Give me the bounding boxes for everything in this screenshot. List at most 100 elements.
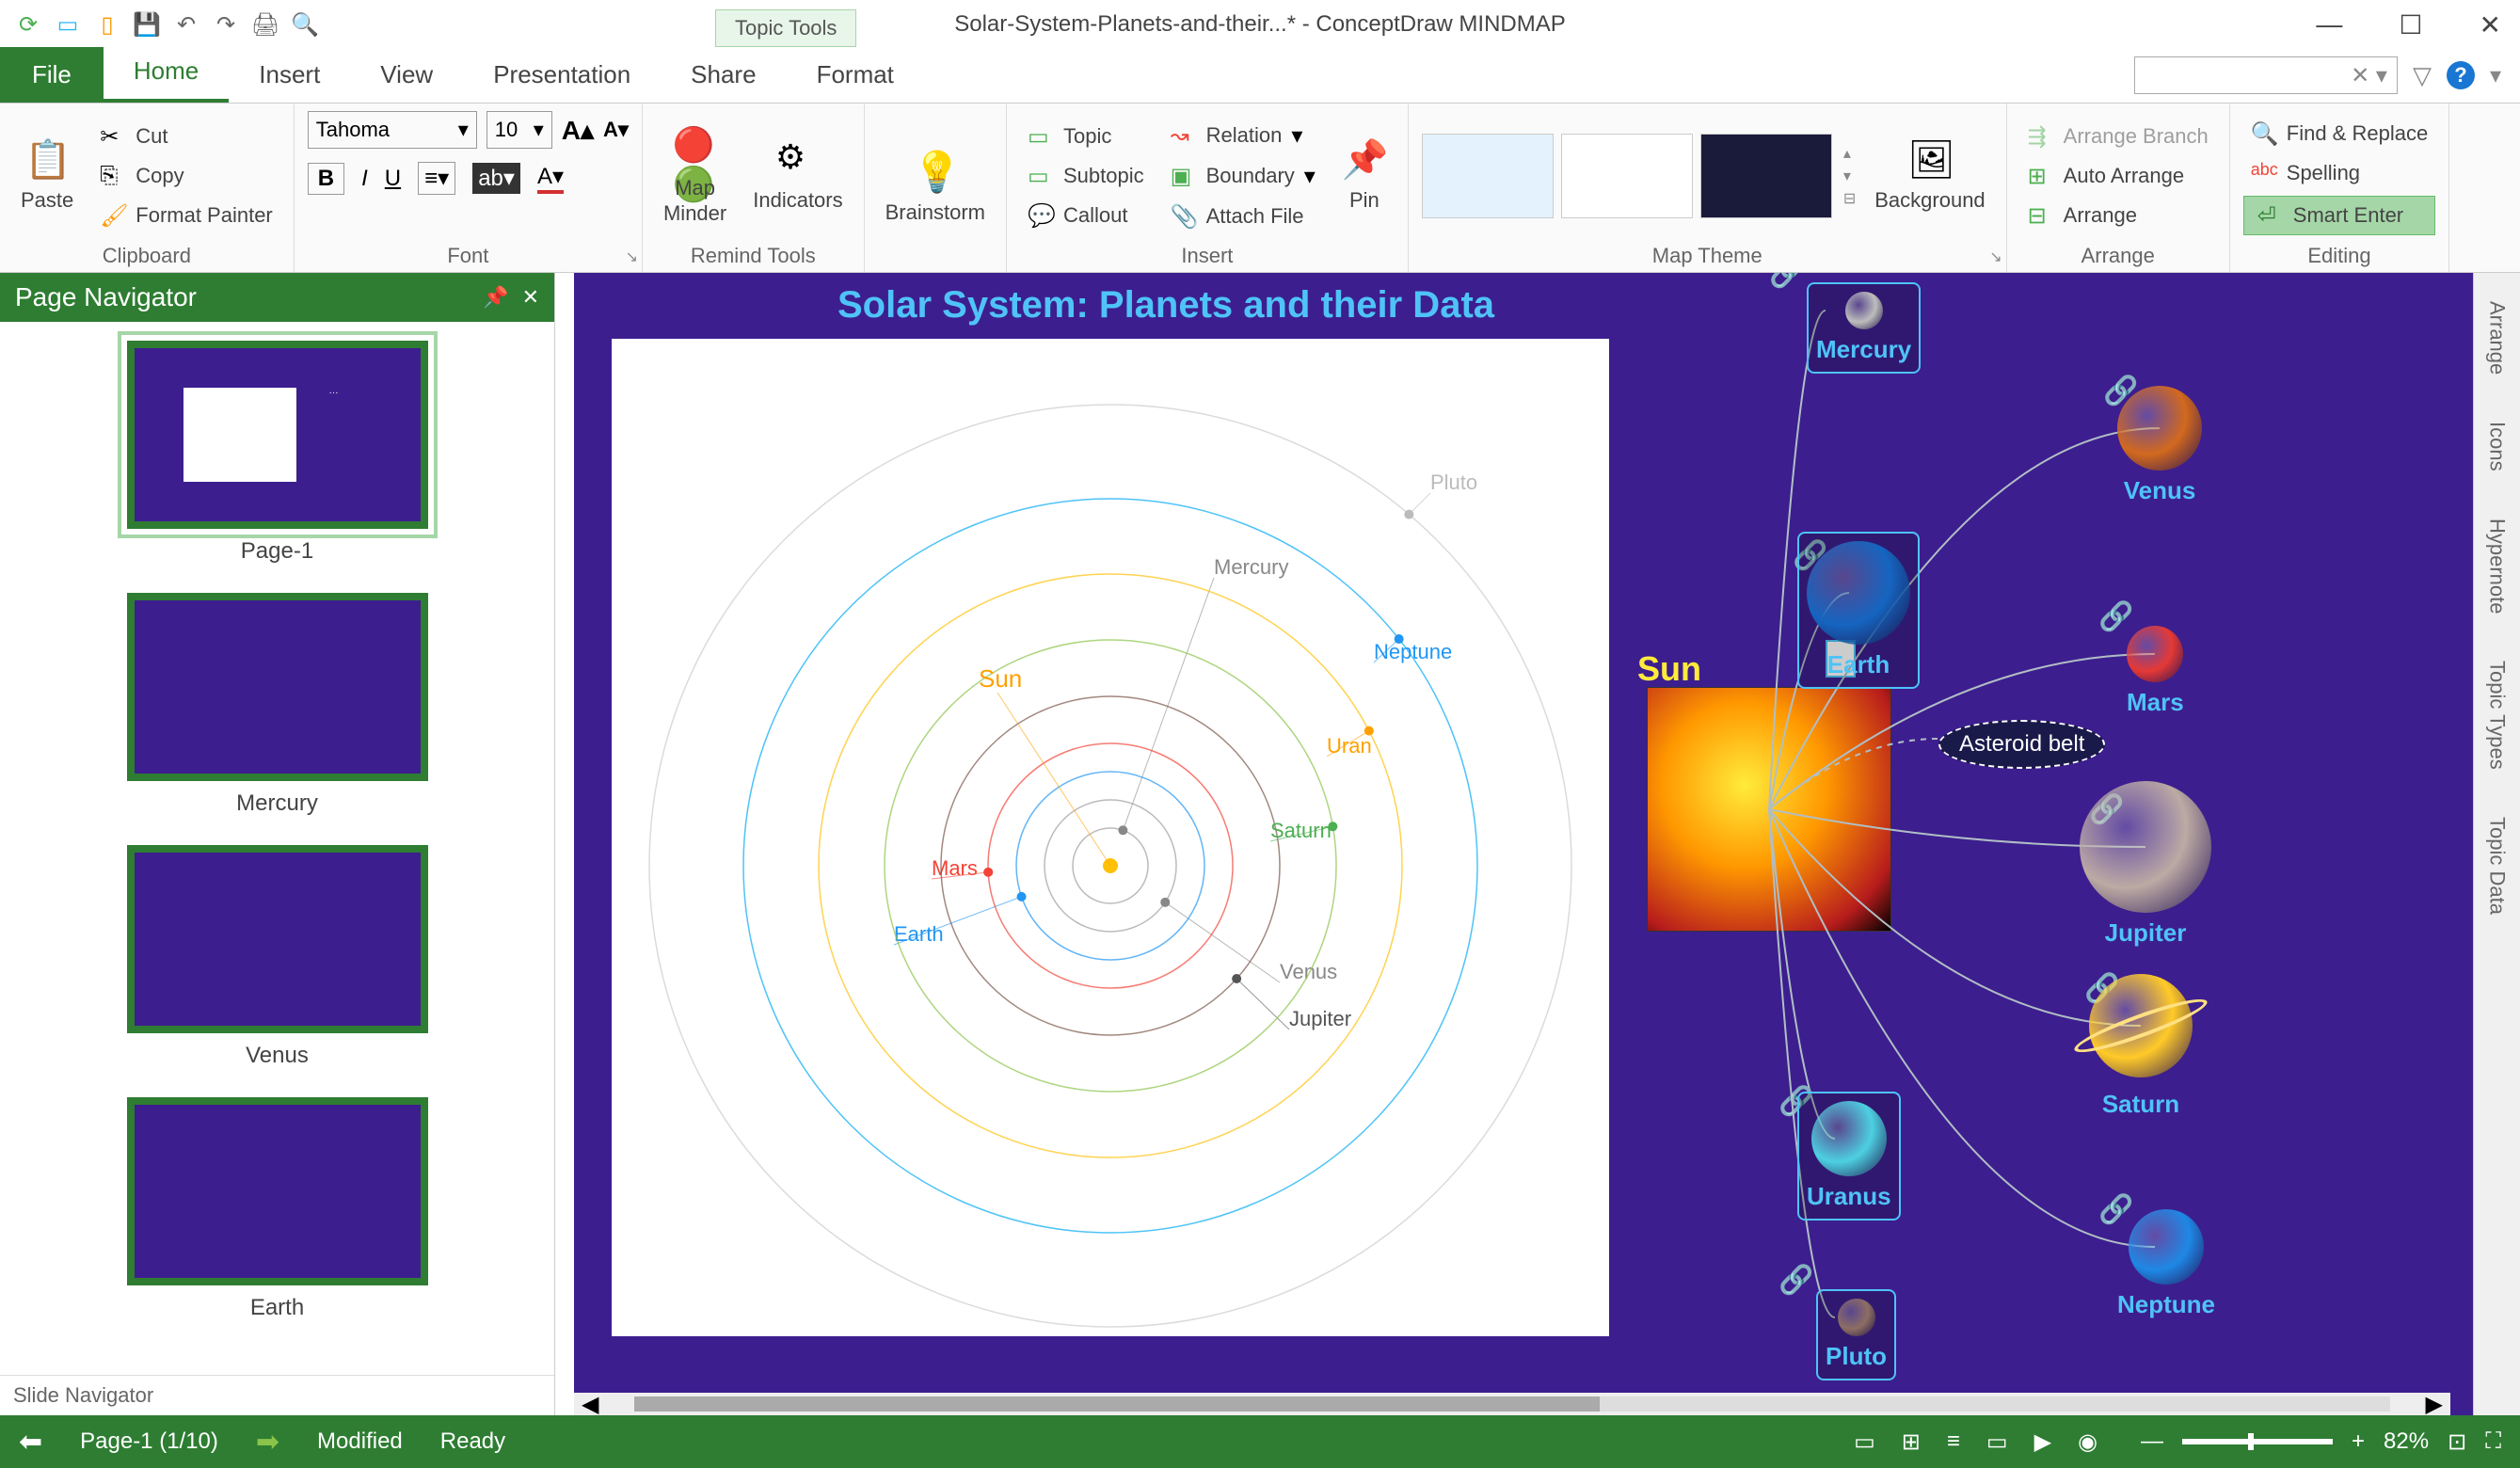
highlight-button[interactable]: ab▾ xyxy=(472,163,520,194)
page-thumb-1[interactable]: ··· Page-1 xyxy=(19,341,535,565)
zoom-value[interactable]: 82% xyxy=(2384,1428,2429,1455)
filter-icon[interactable]: ▽ xyxy=(2413,61,2432,90)
view2-icon[interactable]: ⊞ xyxy=(1896,1428,1926,1456)
find-replace-button[interactable]: 🔍Find & Replace xyxy=(2243,117,2435,151)
minimize-icon[interactable]: — xyxy=(2306,9,2352,40)
spelling-button[interactable]: abcSpelling xyxy=(2243,156,2435,190)
rtab-arrange[interactable]: Arrange xyxy=(2481,292,2513,384)
tab-share[interactable]: Share xyxy=(661,47,786,103)
italic-button[interactable]: I xyxy=(361,166,368,192)
maximize-icon[interactable]: ☐ xyxy=(2389,9,2432,40)
node-venus[interactable]: Venus xyxy=(2117,386,2202,505)
page-thumb-2[interactable]: Mercury xyxy=(19,593,535,817)
copy-button[interactable]: ⎘Copy xyxy=(92,159,280,193)
smart-enter-button[interactable]: ⏎Smart Enter xyxy=(2243,196,2435,235)
sync-icon[interactable]: ⟳ xyxy=(15,11,41,38)
background-button[interactable]: 🖼 Background xyxy=(1867,134,1992,216)
help-icon[interactable]: ? xyxy=(2447,61,2475,89)
underline-button[interactable]: U xyxy=(385,166,401,192)
redo-icon[interactable]: ↷ xyxy=(213,11,239,38)
gallery-more-icon[interactable]: ⊟ xyxy=(1843,189,1856,208)
shrink-font-icon[interactable]: A▾ xyxy=(603,118,629,142)
view5-icon[interactable]: ▶ xyxy=(2029,1428,2057,1456)
tab-format[interactable]: Format xyxy=(787,47,924,103)
search-input[interactable]: ✕ ▾ xyxy=(2134,56,2398,94)
attach-file-button[interactable]: 📎Attach File xyxy=(1163,199,1323,233)
font-color-button[interactable]: A▾ xyxy=(537,163,564,194)
bold-button[interactable]: B xyxy=(308,163,344,195)
topic-button[interactable]: ▭Topic xyxy=(1020,120,1152,153)
map-minder-button[interactable]: 🔴🟢 Map Minder xyxy=(656,121,734,230)
rtab-topicdata[interactable]: Topic Data xyxy=(2481,807,2513,924)
auto-arrange-button[interactable]: ⊞Auto Arrange xyxy=(2020,159,2216,193)
boundary-button[interactable]: ▣Boundary ▾ xyxy=(1163,159,1323,194)
fit-icon[interactable]: ⊡ xyxy=(2448,1428,2466,1456)
node-asteroid-belt[interactable]: Asteroid belt xyxy=(1938,720,2105,769)
node-saturn[interactable]: Saturn xyxy=(2089,974,2193,1119)
slide-navigator-tab[interactable]: Slide Navigator xyxy=(0,1375,554,1415)
gallery-down-icon[interactable]: ▾ xyxy=(1843,167,1856,185)
indicators-button[interactable]: ⚙ Indicators xyxy=(745,134,850,216)
map-title[interactable]: Solar System: Planets and their Data xyxy=(837,284,1494,327)
view6-icon[interactable]: ◉ xyxy=(2072,1428,2103,1456)
print-icon[interactable]: 🖨 xyxy=(252,11,279,38)
page-thumb-4[interactable]: Earth xyxy=(19,1097,535,1321)
relation-button[interactable]: ↝Relation ▾ xyxy=(1163,119,1323,153)
canvas-hscroll[interactable]: ◀▶ xyxy=(574,1393,2450,1415)
node-mars[interactable]: Mars xyxy=(2127,626,2184,717)
cut-button[interactable]: ✂Cut xyxy=(92,120,280,153)
arrange-branch-button[interactable]: ⇶Arrange Branch xyxy=(2020,120,2216,153)
contextual-tab-topic-tools[interactable]: Topic Tools xyxy=(715,9,856,47)
save-icon[interactable]: 💾 xyxy=(134,11,160,38)
rtab-icons[interactable]: Icons xyxy=(2481,412,2513,481)
maptheme-expand-icon[interactable]: ↘ xyxy=(1989,247,2002,266)
close-panel-icon[interactable]: ✕ xyxy=(522,285,539,310)
arrange-button[interactable]: ⊟Arrange xyxy=(2020,199,2216,232)
pin-button[interactable]: 📌 Pin xyxy=(1334,134,1395,216)
prev-page-icon[interactable]: ⬅ xyxy=(19,1426,42,1459)
align-button[interactable]: ≡▾ xyxy=(418,162,455,195)
view4-icon[interactable]: ▭ xyxy=(1981,1428,2014,1456)
paste-button[interactable]: 📋 Paste xyxy=(13,134,81,216)
brainstorm-button[interactable]: 💡 Brainstorm xyxy=(878,146,993,229)
callout-button[interactable]: 💬Callout xyxy=(1020,199,1152,232)
preview-icon[interactable]: 🔍 xyxy=(292,11,318,38)
theme-thumb-3[interactable] xyxy=(1700,134,1832,218)
theme-thumb-2[interactable] xyxy=(1561,134,1693,218)
pin-panel-icon[interactable]: 📌 xyxy=(483,285,508,310)
view3-icon[interactable]: ≡ xyxy=(1941,1428,1966,1455)
next-page-icon[interactable]: ➡ xyxy=(256,1426,279,1459)
tab-view[interactable]: View xyxy=(350,47,463,103)
node-sun[interactable]: Sun xyxy=(1647,687,1891,932)
new-icon[interactable]: ▭ xyxy=(55,11,81,38)
theme-thumb-1[interactable] xyxy=(1422,134,1554,218)
tab-insert[interactable]: Insert xyxy=(229,47,350,103)
close-doc-icon[interactable]: ▯ xyxy=(94,11,120,38)
node-pluto[interactable]: Pluto xyxy=(1816,1289,1896,1380)
tab-presentation[interactable]: Presentation xyxy=(463,47,661,103)
canvas[interactable]: Solar System: Planets and their Data Mer… xyxy=(574,273,2473,1415)
node-uranus[interactable]: Uranus xyxy=(1797,1092,1901,1221)
view1-icon[interactable]: ▭ xyxy=(1848,1428,1881,1456)
close-icon[interactable]: ✕ xyxy=(2470,9,2511,40)
node-neptune[interactable]: Neptune xyxy=(2117,1209,2215,1319)
node-earth[interactable]: Earth xyxy=(1797,532,1920,689)
font-expand-icon[interactable]: ↘ xyxy=(626,247,638,266)
font-name-select[interactable]: Tahoma▾ xyxy=(308,111,477,149)
zoom-out-icon[interactable]: — xyxy=(2141,1428,2163,1455)
grow-font-icon[interactable]: A▴ xyxy=(562,115,594,146)
format-painter-button[interactable]: 🖌Format Painter xyxy=(92,199,280,232)
fullscreen-icon[interactable]: ⛶ xyxy=(2485,1428,2501,1455)
tab-home[interactable]: Home xyxy=(104,43,229,103)
file-tab[interactable]: File xyxy=(0,47,104,103)
theme-gallery[interactable] xyxy=(1422,134,1832,218)
rtab-hypernote[interactable]: Hypernote xyxy=(2481,509,2513,624)
subtopic-button[interactable]: ▭Subtopic xyxy=(1020,159,1152,193)
rtab-topictypes[interactable]: Topic Types xyxy=(2481,651,2513,779)
undo-icon[interactable]: ↶ xyxy=(173,11,199,38)
help-dropdown-icon[interactable]: ▾ xyxy=(2490,62,2501,89)
node-jupiter[interactable]: Jupiter xyxy=(2080,781,2211,948)
node-mercury[interactable]: Mercury xyxy=(1807,282,1921,374)
gallery-up-icon[interactable]: ▴ xyxy=(1843,144,1856,163)
orbit-diagram[interactable]: MercuryVenusEarthMarsJupiterSaturnUranNe… xyxy=(612,339,1609,1336)
